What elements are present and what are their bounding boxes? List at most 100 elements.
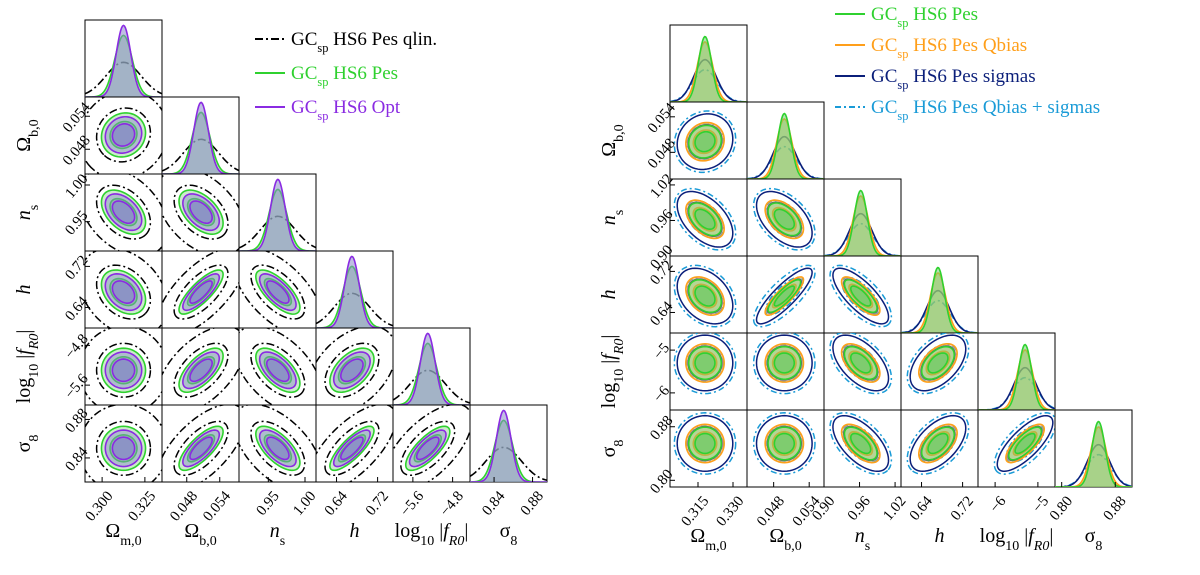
contour-2sigma-gcsp-hs6-pes-qbias-sigmas xyxy=(752,264,816,328)
legend: GCsp HS6 Pes GCsp HS6 Pes Qbias GCsp HS6 P… xyxy=(835,4,1100,123)
marginal-curve-gcsp-hs6-opt xyxy=(470,409,547,482)
panel-ns-vs-Om: 0.900.961.02 xyxy=(647,171,748,273)
y-axis-label-s8: σ8 xyxy=(13,435,42,453)
contour-1sigma-gcsp-hs6-opt xyxy=(189,200,213,225)
marginal-fill-gcsp-hs6-opt xyxy=(239,179,316,251)
panel-s8-vs-s8: 0.80 0.88 xyxy=(1047,409,1133,524)
panel-s8-vs-ns: 0.90 0.96 1.02 xyxy=(809,409,909,524)
legend-label: GCsp HS6 Pes Qbias + sigmas xyxy=(871,97,1100,123)
contour-1sigma-gcsp-hs6-opt xyxy=(111,280,136,304)
contour-1sigma-gcsp-hs6-pes xyxy=(694,208,716,231)
contour-1sigma-gcsp-hs6-pes xyxy=(694,352,716,374)
contour-1sigma-gcsp-hs6-pes xyxy=(849,432,872,455)
panel-fR0-vs-fR0 xyxy=(392,327,471,406)
contour-2sigma-gcsp-hs6-pes-qbias-sigmas xyxy=(673,412,737,475)
contour-2sigma-gcsp-hs6-pes-sigmas xyxy=(832,414,890,473)
contour-2sigma-gcsp-hs6-pes-qbias-sigmas xyxy=(673,110,737,174)
panel-Om-vs-Om xyxy=(669,24,748,103)
contour-1sigma-gcsp-hs6-pes-qlin xyxy=(173,342,229,398)
y-axis-label-fR0: log10 |fR0| xyxy=(598,335,627,409)
x-axis-label-s8: σ8 xyxy=(1085,525,1103,554)
panel-fR0-vs-h xyxy=(900,332,979,411)
panel-ns-vs-ns xyxy=(238,173,317,252)
legend-item-gcsp-hs6-pes: GCsp HS6 Pes xyxy=(255,63,398,89)
contour-1sigma-gcsp-hs6-opt xyxy=(265,436,290,461)
contour-1sigma-gcsp-hs6-opt xyxy=(340,358,364,383)
contour-2sigma-gcsp-hs6-pes-sigmas xyxy=(676,334,734,392)
contour-1sigma-gcsp-hs6-pes-qlin xyxy=(95,420,152,476)
x-axis-label-ns: ns xyxy=(855,525,870,554)
y-tick-label-fR0: −5 xyxy=(651,340,674,363)
contour-1sigma-gcsp-hs6-opt xyxy=(189,358,213,383)
marginal-fill-gcsp-hs6-pes xyxy=(1055,421,1132,487)
y-axis-label-Ob: Ωb,0 xyxy=(13,119,42,151)
contour-1sigma-gcsp-hs6-opt xyxy=(340,436,364,461)
contour-1sigma-gcsp-hs6-pes-qlin xyxy=(95,184,152,240)
contour-1sigma-gcsp-hs6-pes-qlin xyxy=(250,420,306,476)
x-axis-label-Om: Ωm,0 xyxy=(690,525,726,554)
panel-fR0-vs-Ob xyxy=(161,327,240,406)
contour-1sigma-gcsp-hs6-pes xyxy=(773,208,796,231)
marginal-fill-gcsp-hs6-pes xyxy=(747,113,824,179)
marginal-fill-gcsp-hs6-opt xyxy=(393,333,470,405)
contour-1sigma-gcsp-hs6-pes xyxy=(927,352,949,374)
contour-2sigma-gcsp-hs6-pes-qbias-sigmas xyxy=(906,412,970,475)
contour-1sigma-gcsp-hs6-opt xyxy=(265,358,290,383)
contour-1sigma-gcsp-hs6-pes xyxy=(773,432,796,455)
contour-2sigma-gcsp-hs6-pes-sigmas xyxy=(755,267,813,325)
contour-1sigma-gcsp-hs6-opt xyxy=(189,436,213,461)
contour-2sigma-gcsp-hs6-pes-sigmas xyxy=(755,334,813,392)
panel-ns-vs-Ob xyxy=(746,178,825,257)
legend-item-gcsp-hs6-pes-qbias-sigmas: GCsp HS6 Pes Qbias + sigmas xyxy=(835,97,1100,123)
contour-1sigma-gcsp-hs6-pes xyxy=(927,432,949,455)
panel-fR0-vs-ns xyxy=(823,332,902,411)
contour-1sigma-gcsp-hs6-pes-qlin xyxy=(173,184,229,240)
contour-1sigma-gcsp-hs6-opt xyxy=(265,280,290,304)
legend: GCsp HS6 Pes qlin. GCsp HS6 Pes GCsp HS6 O… xyxy=(255,29,437,123)
x-axis-label-Om: Ωm,0 xyxy=(105,520,141,549)
x-axis-label-Ob: Ωb,0 xyxy=(769,525,801,554)
legend-item-gcsp-hs6-pes-qbias: GCsp HS6 Pes Qbias xyxy=(835,35,1027,61)
x-axis-label-ns: ns xyxy=(270,520,285,549)
panel-h-vs-h xyxy=(315,250,394,329)
legend-label: GCsp HS6 Pes xyxy=(871,4,978,30)
contour-1sigma-gcsp-hs6-opt xyxy=(111,358,136,383)
contour-2sigma-gcsp-hs6-pes-sigmas xyxy=(832,334,890,392)
x-axis-label-s8: σ8 xyxy=(500,520,518,549)
contour-2sigma-gcsp-hs6-pes-sigmas xyxy=(755,414,813,473)
contour-2sigma-gcsp-hs6-pes-qbias-sigmas xyxy=(829,333,893,395)
marginal-fill-gcsp-hs6-pes xyxy=(901,267,978,333)
contour-2sigma-gcsp-hs6-pes-qlin xyxy=(316,405,393,482)
contour-2sigma-gcsp-hs6-pes-qbias-sigmas xyxy=(752,187,816,251)
contour-1sigma-gcsp-hs6-pes xyxy=(773,352,796,374)
panel-s8-vs-Ob: 0.048 0.054 xyxy=(161,404,240,525)
contour-1sigma-gcsp-hs6-pes-qbias-sigmas xyxy=(764,276,804,316)
marginal-fill-gcsp-hs6-opt xyxy=(316,256,393,328)
panel-h-vs-Ob xyxy=(746,255,825,334)
panel-h-vs-Om: 0.640.72 xyxy=(62,250,163,329)
legend-label: GCsp HS6 Opt xyxy=(291,97,401,123)
contour-1sigma-gcsp-hs6-pes-qlin xyxy=(173,420,229,476)
contour-2sigma-gcsp-hs6-pes-sigmas xyxy=(832,267,890,325)
contour-2sigma-gcsp-hs6-pes-qlin xyxy=(85,405,162,482)
panel-fR0-vs-Ob xyxy=(746,332,825,411)
contour-1sigma-gcsp-hs6-pes xyxy=(694,432,716,455)
x-axis-label-fR0: log10 |fR0| xyxy=(395,520,469,549)
marginal-fill-gcsp-hs6-pes xyxy=(670,36,747,102)
contour-1sigma-gcsp-hs6-pes-qbias-sigmas xyxy=(841,276,881,316)
legend-label: GCsp HS6 Pes qlin. xyxy=(291,29,437,55)
y-axis-label-ns: ns xyxy=(13,205,42,220)
panel-fR0-vs-fR0 xyxy=(977,332,1056,411)
panel-fR0-vs-h xyxy=(315,327,394,406)
y-axis-label-s8: σ8 xyxy=(598,440,627,458)
contour-1sigma-gcsp-hs6-opt xyxy=(111,200,136,225)
contour-2sigma-gcsp-hs6-pes-qbias-sigmas xyxy=(752,333,816,395)
contour-1sigma-gcsp-hs6-pes xyxy=(849,352,872,374)
y-axis-label-Ob: Ωb,0 xyxy=(598,124,627,156)
contour-2sigma-gcsp-hs6-pes-qbias-sigmas xyxy=(673,264,737,328)
panel-h-vs-ns xyxy=(238,250,317,329)
